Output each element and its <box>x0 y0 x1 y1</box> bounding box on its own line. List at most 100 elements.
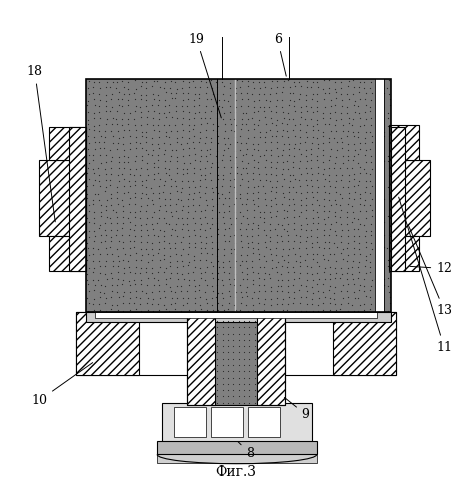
Point <box>148 184 155 192</box>
Point <box>235 317 243 325</box>
Point <box>337 84 345 92</box>
Point <box>131 200 139 208</box>
Point <box>374 239 381 247</box>
Point <box>273 307 280 315</box>
Point <box>303 194 310 202</box>
Point <box>220 96 228 104</box>
Point <box>144 274 152 282</box>
Point <box>143 102 150 110</box>
Point <box>362 128 370 136</box>
Point <box>369 89 376 97</box>
Point <box>154 268 162 276</box>
Point <box>244 77 252 85</box>
Point <box>249 249 257 257</box>
Point <box>143 120 151 128</box>
Point <box>321 188 329 196</box>
Point <box>278 96 286 104</box>
Text: 18: 18 <box>27 66 55 222</box>
Point <box>354 225 362 233</box>
Point <box>150 208 158 216</box>
Point <box>130 226 138 234</box>
Point <box>225 202 232 210</box>
Point <box>251 342 258 350</box>
Point <box>326 270 334 278</box>
Point <box>138 189 146 197</box>
Point <box>296 299 304 307</box>
Point <box>131 171 138 179</box>
Point <box>360 282 368 290</box>
Point <box>297 208 305 216</box>
Point <box>384 282 392 290</box>
Point <box>95 256 102 264</box>
Point <box>214 342 221 350</box>
Point <box>101 138 108 146</box>
Point <box>321 103 329 111</box>
Point <box>240 368 248 376</box>
Point <box>207 150 214 158</box>
Point <box>348 301 356 309</box>
Point <box>184 214 191 222</box>
Point <box>327 294 334 302</box>
Point <box>297 225 305 233</box>
Point <box>273 207 281 215</box>
Point <box>113 84 120 92</box>
Point <box>90 200 97 208</box>
Point <box>344 132 351 140</box>
Point <box>102 202 110 210</box>
Point <box>184 89 192 97</box>
Point <box>173 294 181 302</box>
Point <box>326 164 333 172</box>
Point <box>240 324 248 332</box>
Point <box>167 188 174 196</box>
Point <box>173 264 180 272</box>
Point <box>344 152 352 160</box>
Point <box>230 230 238 238</box>
Point <box>225 306 232 314</box>
Point <box>235 311 243 319</box>
Point <box>197 171 205 179</box>
Point <box>236 281 244 289</box>
Point <box>309 288 316 296</box>
Point <box>374 150 381 158</box>
Point <box>166 194 174 202</box>
Point <box>251 361 258 369</box>
Point <box>256 84 263 92</box>
Point <box>214 132 222 140</box>
Point <box>331 274 339 282</box>
Point <box>255 282 262 290</box>
Point <box>103 151 110 159</box>
Point <box>103 196 110 204</box>
Point <box>372 300 380 308</box>
Point <box>261 226 268 234</box>
Point <box>208 301 216 309</box>
Point <box>229 386 237 394</box>
Point <box>166 252 173 260</box>
Point <box>184 195 192 203</box>
Point <box>109 206 117 214</box>
Point <box>243 146 250 154</box>
Point <box>209 120 217 128</box>
Point <box>344 146 352 154</box>
Point <box>295 274 303 282</box>
Point <box>307 150 315 158</box>
Point <box>189 76 197 84</box>
Point <box>143 226 151 234</box>
Point <box>174 84 181 92</box>
Point <box>201 171 209 179</box>
Point <box>273 96 280 104</box>
Bar <box>391 128 405 271</box>
Point <box>309 78 317 86</box>
Point <box>354 182 362 190</box>
Point <box>351 96 358 104</box>
Point <box>126 90 133 98</box>
Point <box>214 188 222 196</box>
Point <box>230 300 238 308</box>
Point <box>138 132 145 140</box>
Point <box>207 169 214 177</box>
Point <box>237 102 244 110</box>
Point <box>215 194 222 202</box>
Point <box>285 300 292 308</box>
Point <box>209 274 217 282</box>
Bar <box>162 402 312 442</box>
Point <box>119 299 127 307</box>
